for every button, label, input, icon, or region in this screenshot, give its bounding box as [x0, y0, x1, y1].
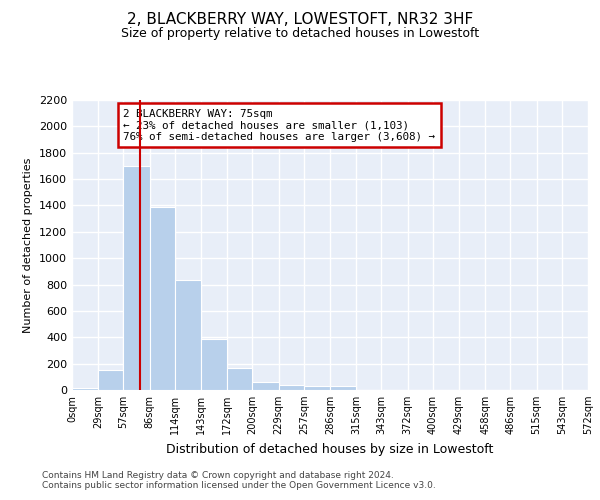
Bar [304, 386, 330, 390]
Text: Contains HM Land Registry data © Crown copyright and database right 2024.: Contains HM Land Registry data © Crown c… [42, 470, 394, 480]
Text: 2, BLACKBERRY WAY, LOWESTOFT, NR32 3HF: 2, BLACKBERRY WAY, LOWESTOFT, NR32 3HF [127, 12, 473, 28]
Bar [149, 207, 175, 390]
Text: 2 BLACKBERRY WAY: 75sqm
← 23% of detached houses are smaller (1,103)
76% of semi: 2 BLACKBERRY WAY: 75sqm ← 23% of detache… [124, 108, 436, 142]
Bar [278, 386, 304, 390]
Bar [227, 368, 253, 390]
Bar [175, 280, 201, 390]
Text: Contains public sector information licensed under the Open Government Licence v3: Contains public sector information licen… [42, 480, 436, 490]
Bar [72, 388, 98, 390]
X-axis label: Distribution of detached houses by size in Lowestoft: Distribution of detached houses by size … [166, 442, 494, 456]
Y-axis label: Number of detached properties: Number of detached properties [23, 158, 34, 332]
Bar [253, 382, 278, 390]
Bar [330, 386, 356, 390]
Text: Size of property relative to detached houses in Lowestoft: Size of property relative to detached ho… [121, 28, 479, 40]
Bar [98, 370, 124, 390]
Bar [201, 339, 227, 390]
Bar [124, 166, 149, 390]
